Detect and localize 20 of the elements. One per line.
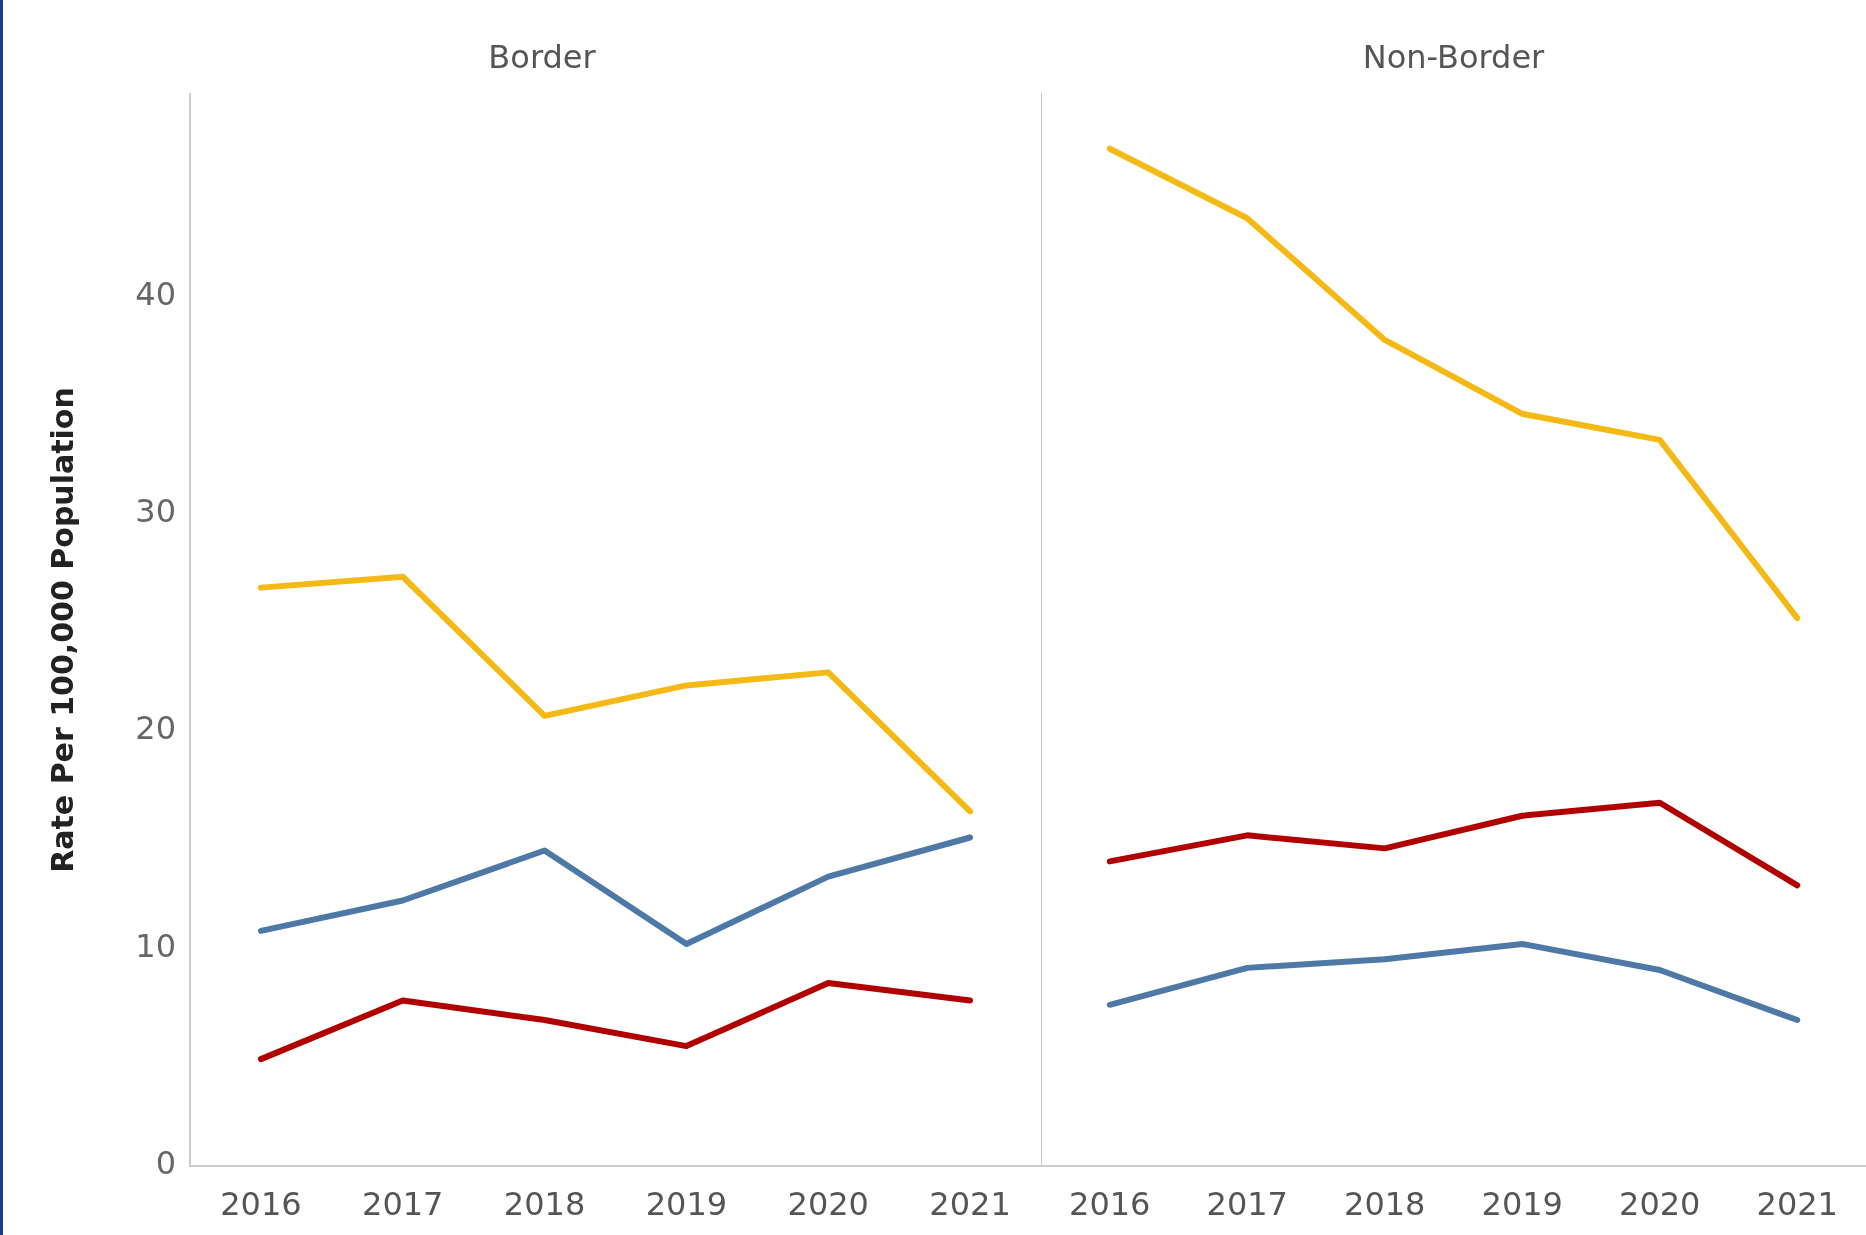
y-tick-label: 20 — [135, 709, 176, 748]
x-tick-label: 2020 — [1619, 1185, 1701, 1224]
y-axis-title: Rate Per 100,000 Population — [44, 387, 80, 873]
x-tick-label: 2021 — [929, 1185, 1011, 1224]
x-tick-label: 2018 — [1344, 1185, 1426, 1224]
chart-title: Non-Border — [1362, 37, 1546, 76]
y-tick-label: 10 — [135, 926, 176, 965]
x-tick-label: 2021 — [1756, 1185, 1838, 1224]
y-tick-label: 40 — [135, 274, 176, 313]
x-tick-label: 2017 — [1206, 1185, 1288, 1224]
x-tick-label: 2020 — [787, 1185, 869, 1224]
x-tick-label: 2016 — [1069, 1185, 1151, 1224]
x-tick-label: 2019 — [1481, 1185, 1563, 1224]
chart-title: Border — [488, 37, 597, 76]
x-tick-label: 2018 — [503, 1185, 586, 1224]
y-tick-label: 30 — [135, 492, 176, 531]
x-tick-label: 2016 — [220, 1185, 302, 1224]
x-tick-label: 2019 — [645, 1185, 728, 1224]
y-tick-label: 0 — [155, 1143, 176, 1182]
x-tick-label: 2017 — [362, 1185, 444, 1224]
